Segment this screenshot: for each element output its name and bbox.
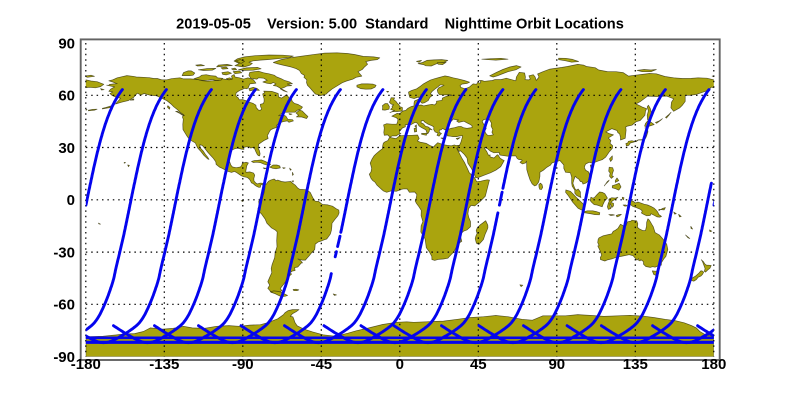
svg-text:45: 45 xyxy=(470,356,487,373)
svg-text:-180: -180 xyxy=(71,356,101,373)
svg-text:180: 180 xyxy=(701,356,726,373)
svg-text:2019-05-05 Version: 5.00 S: 2019-05-05 Version: 5.00 Standard Nightt… xyxy=(176,17,624,33)
svg-text:30: 30 xyxy=(58,140,75,157)
svg-text:60: 60 xyxy=(58,88,75,105)
svg-text:0: 0 xyxy=(67,192,75,209)
svg-text:90: 90 xyxy=(548,356,565,373)
svg-text:135: 135 xyxy=(623,356,648,373)
svg-text:0: 0 xyxy=(396,356,404,373)
svg-text:-135: -135 xyxy=(149,356,179,373)
svg-text:-30: -30 xyxy=(53,244,75,261)
svg-text:90: 90 xyxy=(58,35,75,52)
svg-text:-60: -60 xyxy=(53,297,75,314)
svg-text:-90: -90 xyxy=(232,356,254,373)
svg-text:-90: -90 xyxy=(53,349,75,366)
svg-text:-45: -45 xyxy=(310,356,332,373)
